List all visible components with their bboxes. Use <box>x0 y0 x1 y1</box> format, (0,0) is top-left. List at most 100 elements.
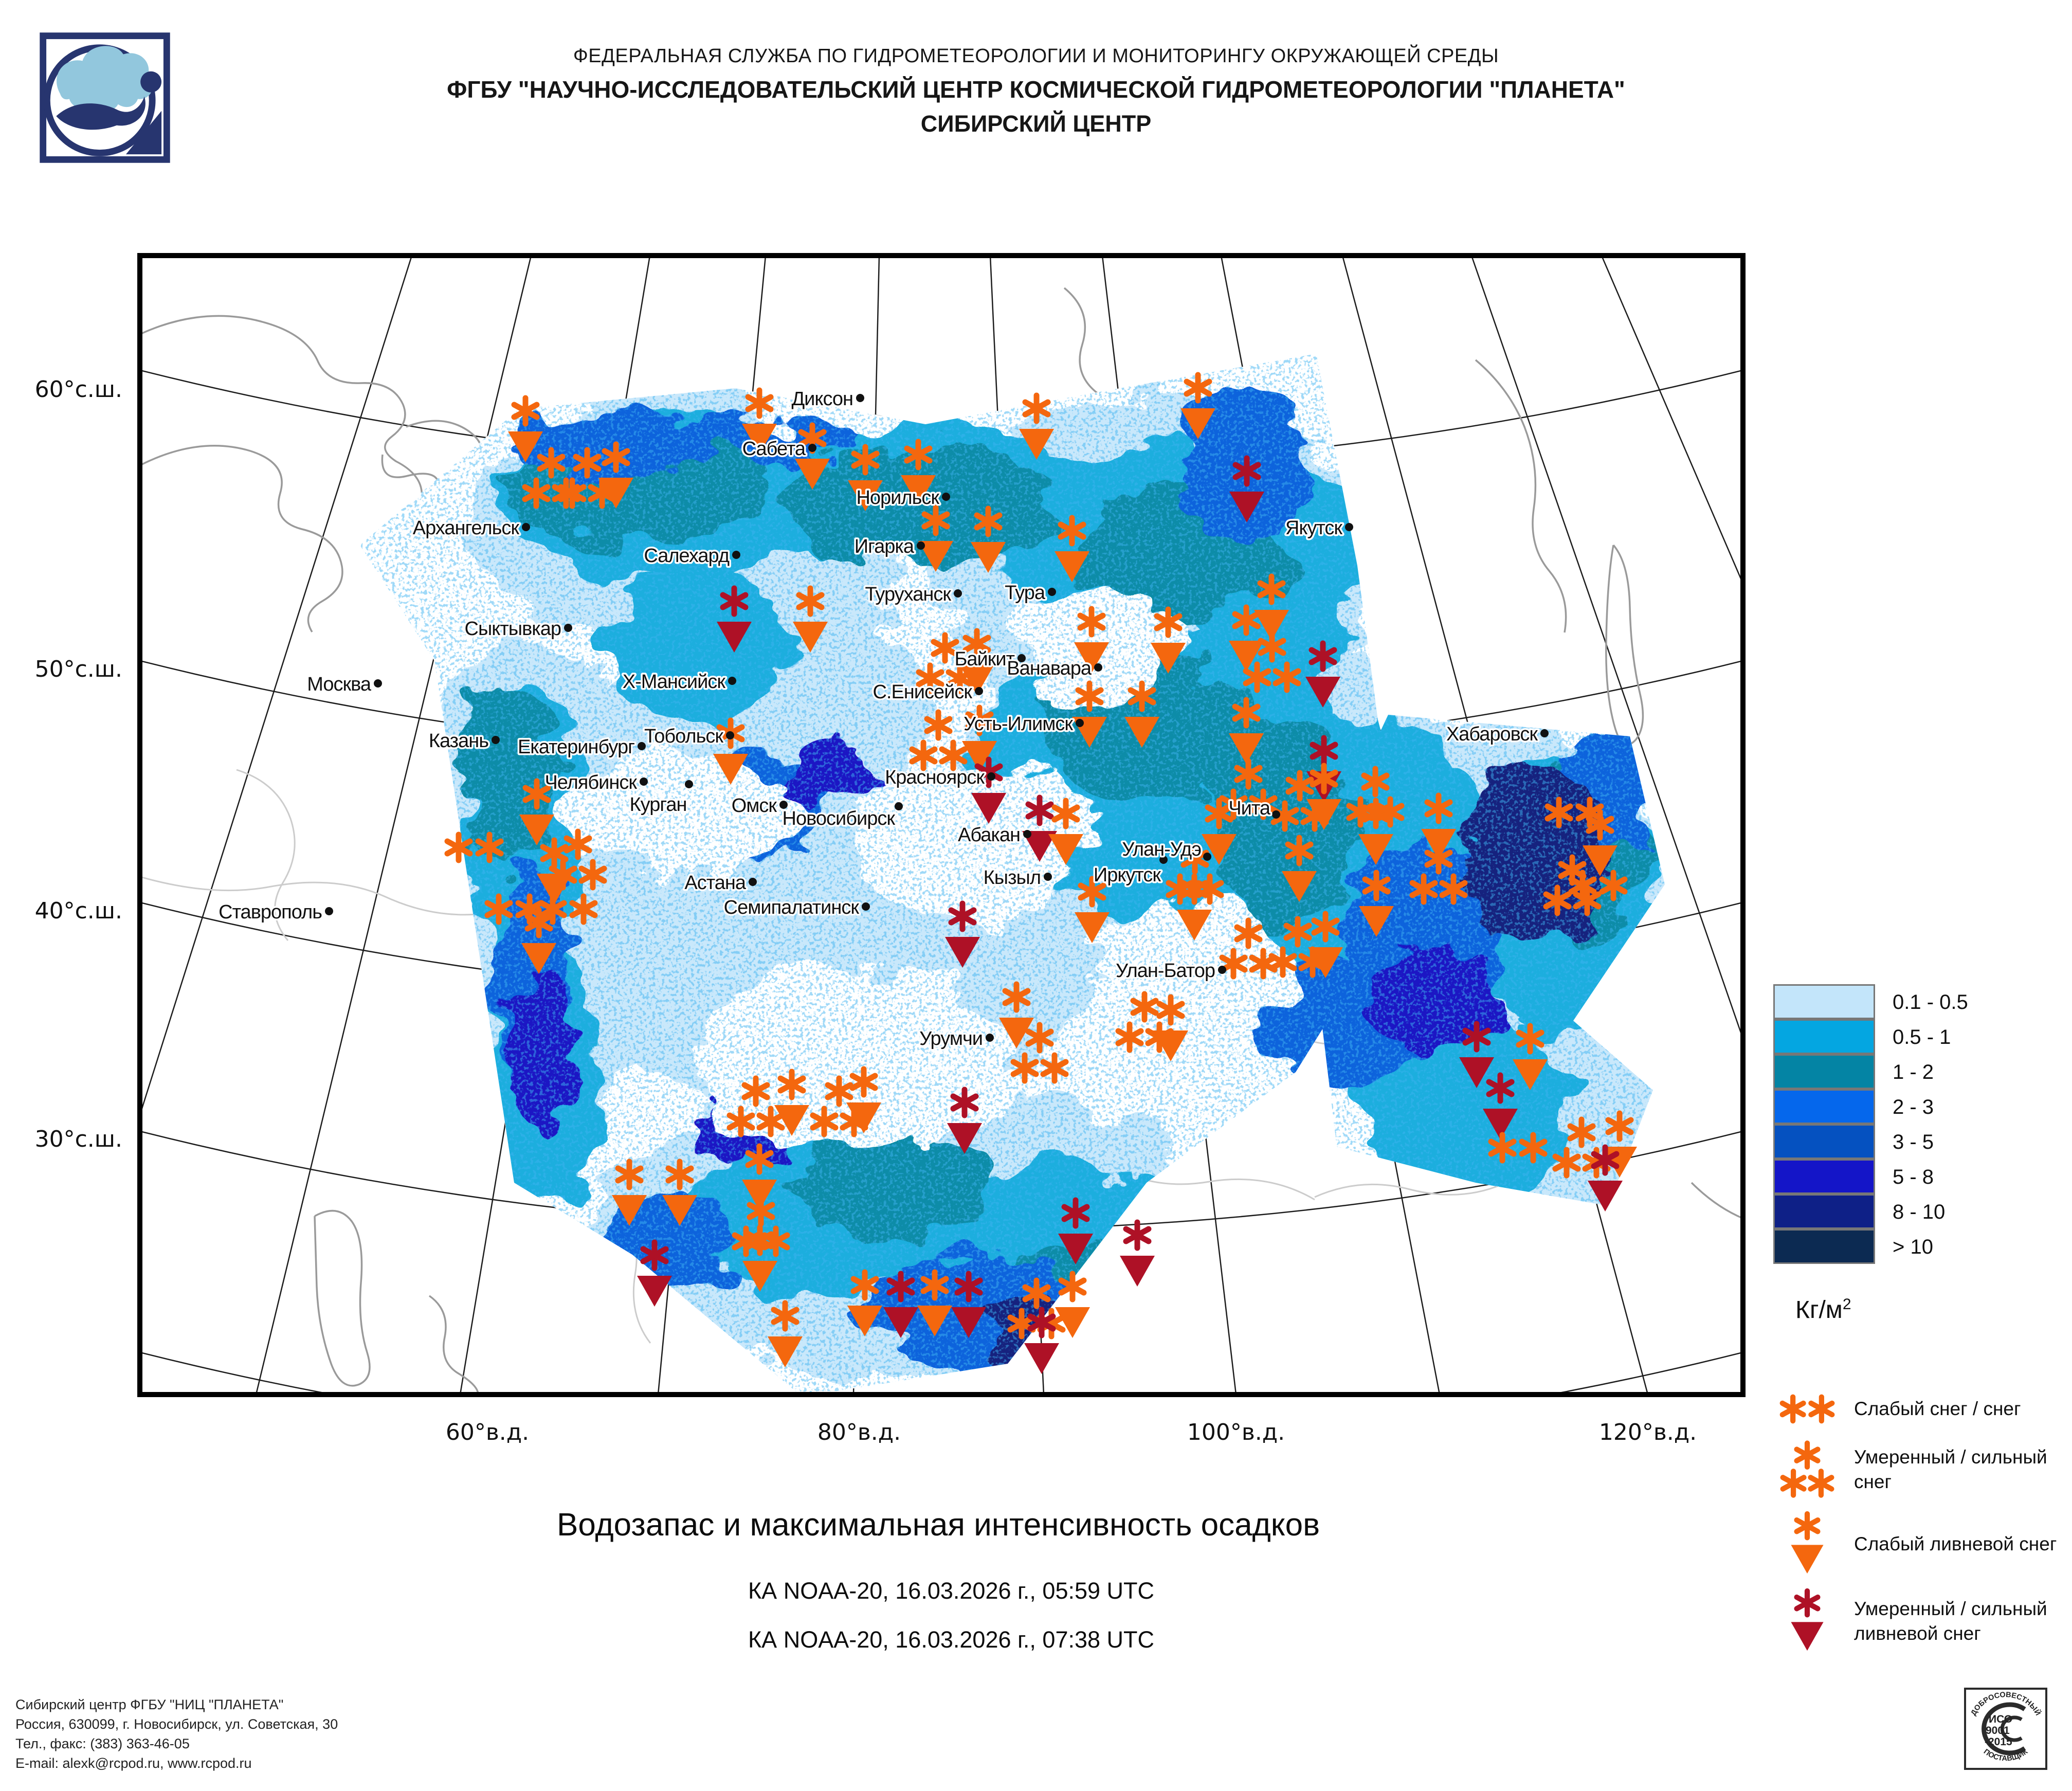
lon-tick-label: 100°в.д. <box>1187 1419 1285 1445</box>
legend-range: 0.1 - 0.5 <box>1893 990 1968 1014</box>
city-marker: Абакан <box>956 823 1031 848</box>
strong-snow-icon <box>1774 1437 1841 1501</box>
city-marker: Москва <box>305 672 382 697</box>
city-marker: Новосибирск <box>780 802 903 831</box>
legend-item-label: Слабый снег / снег <box>1854 1398 2021 1419</box>
city-marker: Улан-Удэ <box>1120 837 1211 862</box>
satellite-pass-2: КА NOAA-20, 16.03.2026 г., 07:38 UTC <box>748 1626 1155 1653</box>
city-label: Семипалатинск <box>724 897 860 918</box>
legend-swatch <box>1773 1019 1875 1054</box>
water-content-legend: 0.1 - 0.5 0.5 - 1 1 - 2 2 - 3 3 - 5 5 - … <box>1773 984 1968 1264</box>
legend-range: 3 - 5 <box>1893 1130 1934 1153</box>
legend-range: > 10 <box>1893 1235 1933 1258</box>
stamp-c-inner <box>2000 1715 2023 1742</box>
header: ФЕДЕРАЛЬНАЯ СЛУЖБА ПО ГИДРОМЕТЕОРОЛОГИИ … <box>0 45 2072 137</box>
legend-row: 0.5 - 1 <box>1773 1019 1968 1055</box>
lat-tick-label: 60°с.ш. <box>35 376 122 403</box>
city-marker: Игарка <box>852 534 925 559</box>
legend-item-strong-shower-snow: Умеренный / сильный ливневой снег <box>1774 1586 2072 1656</box>
weak-shower-snow-icon <box>1774 1509 1841 1579</box>
legend-range: 1 - 2 <box>1893 1060 1934 1083</box>
city-label: Астана <box>684 872 746 894</box>
legend-swatch <box>1773 1228 1875 1264</box>
city-label: Усть-Илимск <box>964 713 1073 735</box>
legend-row: 1 - 2 <box>1773 1054 1968 1090</box>
city-marker: Тура <box>1003 581 1056 606</box>
city-label: Москва <box>307 674 372 695</box>
legend-swatch <box>1773 1054 1875 1089</box>
city-marker: Хабаровск <box>1444 722 1549 747</box>
map-title: Водозапас и максимальная интенсивность о… <box>556 1507 1320 1543</box>
legend-row: > 10 <box>1773 1228 1968 1264</box>
city-marker: Астана <box>683 871 757 896</box>
city-marker: Курган <box>628 780 693 818</box>
stamp-frame <box>1964 1688 2047 1770</box>
legend-swatch <box>1773 1193 1875 1229</box>
legend-item-label: Умеренный / сильный снег <box>1854 1446 2047 1492</box>
city-label: Абакан <box>958 824 1020 846</box>
stamp-9001: 9001 <box>1986 1725 2010 1736</box>
footer-line: Россия, 630099, г. Новосибирск, ул. Сове… <box>15 1716 338 1732</box>
city-label: Челябинск <box>544 772 637 793</box>
city-marker: Иркутск <box>1092 856 1168 888</box>
legend-row: 0.1 - 0.5 <box>1773 984 1968 1020</box>
city-label: Екатеринбург <box>518 736 634 758</box>
planeta-logo <box>40 32 170 163</box>
legend-range: 2 - 3 <box>1893 1095 1934 1118</box>
latitude-labels: 60°с.ш. 50°с.ш. 40°с.ш. 30°с.ш. <box>35 376 122 1152</box>
city-marker: С.Енисейск <box>871 680 983 705</box>
satellite-pass-1: КА NOAA-20, 16.03.2026 г., 05:59 UTC <box>748 1578 1155 1604</box>
corner-triangle <box>125 111 162 155</box>
city-label: Новосибирск <box>783 808 896 829</box>
city-marker: Х-Мансийск <box>621 670 736 695</box>
city-marker: Семипалатинск <box>722 895 870 920</box>
city-label: Х-Мансийск <box>623 671 726 693</box>
city-marker: Ванавара <box>1005 656 1102 681</box>
stamp-c-outer <box>1982 1702 2026 1756</box>
legend-range: 0.5 - 1 <box>1893 1025 1951 1048</box>
weak-snow-icon <box>1774 1383 1841 1435</box>
city-marker: Улан-Батор <box>1114 958 1226 984</box>
legend-unit: Кг/м2 <box>1795 1296 1851 1324</box>
city-marker: Архангельск <box>411 516 530 541</box>
city-label: Красноярск <box>885 767 985 788</box>
city-label: Кызыл <box>984 867 1041 889</box>
legend-swatch <box>1773 1124 1875 1159</box>
city-marker: Красноярск <box>883 765 995 790</box>
city-label: Диксон <box>791 388 853 410</box>
footer-line: Тел., факс: (383) 363-46-05 <box>15 1736 190 1751</box>
legend-row: 8 - 10 <box>1773 1193 1968 1229</box>
city-label: С.Енисейск <box>873 681 972 703</box>
legend-row: 2 - 3 <box>1773 1089 1968 1125</box>
legend-range: 5 - 8 <box>1893 1165 1934 1188</box>
city-marker: Чита <box>1227 796 1280 821</box>
city-marker: Кызыл <box>982 865 1052 891</box>
city-label: Ставрополь <box>219 901 322 923</box>
header-line2: ФГБУ "НАУЧНО-ИССЛЕДОВАТЕЛЬСКИЙ ЦЕНТР КОС… <box>447 76 1625 103</box>
wave-icon <box>56 96 146 130</box>
stamp-iso: ИСО <box>1989 1713 2012 1725</box>
header-line1: ФЕДЕРАЛЬНАЯ СЛУЖБА ПО ГИДРОМЕТЕОРОЛОГИИ … <box>573 45 1499 67</box>
city-marker: Диксон <box>790 387 864 412</box>
city-marker: Челябинск <box>543 770 648 795</box>
city-label: Игарка <box>855 536 915 557</box>
city-label: Улан-Батор <box>1116 960 1215 982</box>
legend-item-label: Умеренный / сильный ливневой снег <box>1854 1598 2047 1644</box>
city-label: Тобольск <box>644 726 723 747</box>
city-label: Казань <box>429 730 488 752</box>
city-label: Омск <box>732 795 777 817</box>
legend-item-weak-shower-snow: Слабый ливневой снег <box>1774 1509 2072 1579</box>
satellite-icon <box>140 71 162 93</box>
lon-tick-label: 80°в.д. <box>817 1419 901 1445</box>
city-label: Ванавара <box>1007 658 1092 679</box>
map-frame <box>137 253 1746 1397</box>
city-marker: Салехард <box>642 544 740 569</box>
footer-line: E-mail: alexk@rcpod.ru, www.rcpod.ru <box>15 1756 252 1771</box>
city-marker: Урумчи <box>918 1026 994 1052</box>
cloud-icon <box>57 46 153 111</box>
city-marker: Сабета <box>740 437 816 462</box>
lon-tick-label: 120°в.д. <box>1599 1419 1697 1445</box>
city-label: Якутск <box>1285 517 1342 539</box>
